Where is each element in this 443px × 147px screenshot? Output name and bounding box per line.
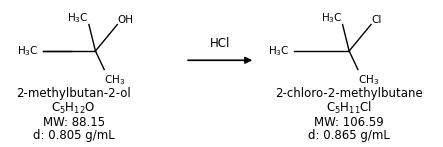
Text: H$_3$C: H$_3$C [67,11,89,25]
Text: CH$_3$: CH$_3$ [104,74,125,87]
Text: d: 0.865 g/mL: d: 0.865 g/mL [308,129,390,142]
Text: H$_3$C: H$_3$C [268,44,290,58]
Text: 2-methylbutan-2-ol: 2-methylbutan-2-ol [16,87,131,100]
Text: d: 0.805 g/mL: d: 0.805 g/mL [33,129,114,142]
Text: C$_5$H$_{11}$Cl: C$_5$H$_{11}$Cl [326,100,372,116]
Text: Cl: Cl [371,15,381,25]
Text: 2-chloro-2-methylbutane: 2-chloro-2-methylbutane [275,87,423,100]
Text: HCl: HCl [210,37,230,50]
Text: C$_5$H$_{12}$O: C$_5$H$_{12}$O [51,101,96,116]
Text: OH: OH [117,15,133,25]
Text: H$_3$C: H$_3$C [17,44,38,58]
Text: MW: 106.59: MW: 106.59 [314,116,384,129]
Text: CH$_3$: CH$_3$ [358,74,379,87]
Text: H$_3$C: H$_3$C [321,11,342,25]
Text: MW: 88.15: MW: 88.15 [43,116,105,129]
